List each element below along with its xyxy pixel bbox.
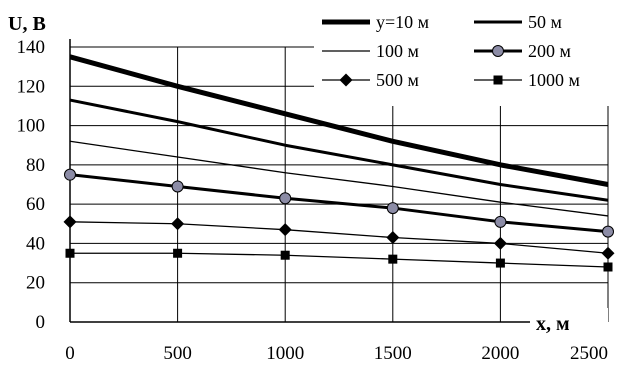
x-axis-title-background	[530, 308, 608, 336]
x-tick-label: 2500	[570, 343, 608, 364]
y-tick-label: 40	[26, 233, 45, 254]
data-point	[603, 262, 613, 272]
series-1	[69, 98, 609, 202]
x-tick-label: 2000	[481, 343, 519, 364]
x-axis-title: x, м	[536, 313, 570, 335]
y-tick-label: 80	[26, 155, 45, 176]
legend-label: 100 м	[376, 41, 419, 61]
series-5	[65, 248, 613, 272]
data-point	[388, 254, 398, 264]
y-tick-label: 0	[36, 312, 46, 333]
legend-item: 1000 м	[474, 70, 580, 90]
data-point	[280, 250, 290, 260]
legend-label: 500 м	[376, 70, 419, 90]
data-point	[495, 258, 505, 268]
y-tick-label: 20	[26, 273, 45, 294]
legend-label: 200 м	[528, 41, 571, 61]
x-tick-label: 0	[65, 343, 75, 364]
data-point	[171, 180, 184, 193]
data-point	[602, 225, 614, 238]
y-tick-label: 140	[17, 37, 46, 58]
legend-item: 100 м	[322, 41, 419, 61]
legend-item: 500 м	[322, 70, 419, 90]
data-point	[386, 231, 400, 245]
data-point	[493, 236, 507, 250]
data-point	[494, 215, 507, 228]
series-0	[69, 54, 609, 187]
series-layer	[63, 54, 615, 272]
series-4	[63, 215, 615, 260]
y-tick-label: 120	[17, 76, 46, 97]
legend-label: 50 м	[528, 12, 562, 32]
legend-label: y=10 м	[376, 12, 429, 32]
series-2	[69, 140, 609, 217]
x-tick-label: 500	[163, 343, 192, 364]
series-line	[69, 54, 609, 187]
data-point	[601, 246, 615, 260]
data-point	[278, 223, 292, 237]
legend-marker	[493, 75, 503, 85]
series-line	[69, 140, 609, 217]
data-point	[65, 248, 75, 258]
data-point	[63, 215, 77, 229]
legend-label: 1000 м	[528, 70, 580, 90]
x-tick-label: 1000	[266, 343, 304, 364]
legend-marker	[492, 45, 504, 57]
legend-item: 200 м	[474, 41, 571, 61]
tick-labels: 0 20 40 60 80 100 120 140 0 500 1000 1500 2000 2500	[17, 37, 609, 364]
y-tick-label: 60	[26, 194, 45, 215]
series-line	[69, 221, 609, 254]
legend-marker	[339, 73, 353, 87]
data-point	[279, 192, 292, 205]
series-line	[69, 98, 609, 202]
data-point	[64, 168, 76, 181]
data-point	[386, 202, 399, 215]
y-tick-label: 100	[17, 116, 46, 137]
series-line	[69, 173, 609, 234]
series-3	[64, 168, 614, 238]
data-point	[171, 217, 185, 231]
legend: y=10 м 50 м 100 м 200 м 500 м 1000 м	[314, 8, 614, 106]
series-line	[70, 252, 609, 268]
legend-item: 50 м	[474, 12, 562, 32]
data-point	[173, 248, 183, 258]
x-tick-label: 1500	[374, 343, 412, 364]
y-axis-title: U, В	[8, 13, 46, 35]
legend-item: y=10 м	[322, 12, 429, 32]
